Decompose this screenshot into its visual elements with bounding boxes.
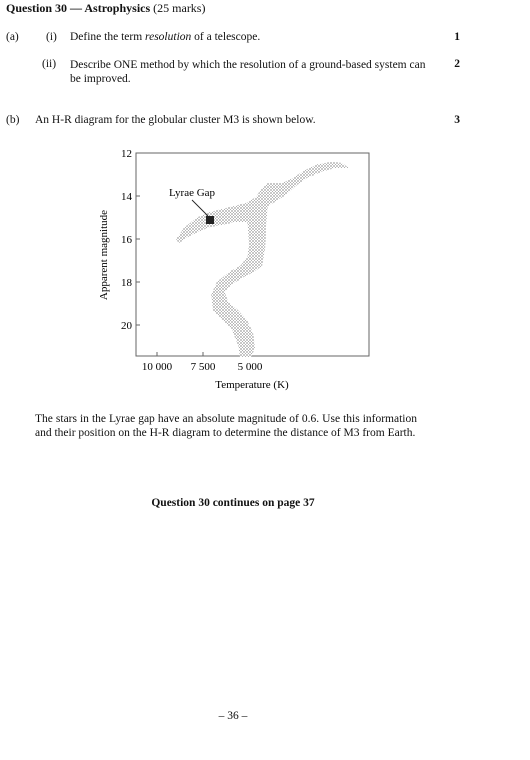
part-b-marks: 3 bbox=[454, 114, 460, 126]
part-a-i-term: resolution bbox=[145, 31, 192, 43]
part-a-ii-text: Describe ONE method by which the resolut… bbox=[70, 59, 426, 85]
question-number: Question 30 bbox=[6, 1, 68, 15]
question-topic: Astrophysics bbox=[84, 1, 151, 15]
part-b-text: An H-R diagram for the globular cluster … bbox=[35, 114, 316, 126]
y-tick-label-16: 16 bbox=[121, 234, 133, 246]
question-marks: (25 marks) bbox=[150, 1, 206, 15]
giant-branch-band bbox=[176, 162, 349, 357]
page-number: – 36 – bbox=[218, 710, 248, 722]
x-tick-label-7500: 7 500 bbox=[191, 361, 216, 373]
part-a-i-marks: 1 bbox=[454, 31, 460, 43]
part-b-label: (b) bbox=[6, 114, 20, 126]
part-a-i-label: (i) bbox=[46, 31, 57, 43]
question-title: Question 30 — Astrophysics (25 marks) bbox=[6, 1, 205, 16]
y-tick-label-14: 14 bbox=[121, 191, 133, 203]
x-axis-ticks bbox=[156, 352, 251, 356]
y-axis-title: Apparent magnitude bbox=[98, 210, 110, 300]
hr-diagram: 12 14 16 18 20 10 000 7 500 5 000 Temper… bbox=[98, 148, 370, 391]
lyrae-gap-marker bbox=[206, 216, 214, 224]
lyrae-gap-label: Lyrae Gap bbox=[169, 187, 216, 199]
x-tick-label-5000: 5 000 bbox=[238, 361, 263, 373]
part-a-i-text: Define the term resolution of a telescop… bbox=[70, 31, 260, 43]
x-axis-title: Temperature (K) bbox=[215, 379, 289, 391]
lyrae-gap-pointer bbox=[191, 199, 209, 217]
part-a-label: (a) bbox=[6, 31, 19, 43]
part-a-i-post: of a telescope. bbox=[191, 31, 261, 43]
y-axis-ticks bbox=[136, 152, 140, 326]
y-tick-label-18: 18 bbox=[121, 277, 133, 289]
part-a-ii-marks: 2 bbox=[454, 58, 460, 70]
title-dash: — bbox=[67, 1, 85, 15]
continues-note: Question 30 continues on page 37 bbox=[151, 497, 315, 509]
y-tick-label-12: 12 bbox=[121, 148, 132, 160]
plot-frame bbox=[135, 152, 370, 357]
x-tick-label-10000: 10 000 bbox=[142, 361, 173, 373]
part-a-i-pre: Define the term bbox=[70, 31, 146, 43]
part-a-ii-label: (ii) bbox=[42, 58, 57, 70]
part-b-question-text: The stars in the Lyrae gap have an absol… bbox=[35, 413, 417, 439]
y-tick-label-20: 20 bbox=[121, 320, 133, 332]
